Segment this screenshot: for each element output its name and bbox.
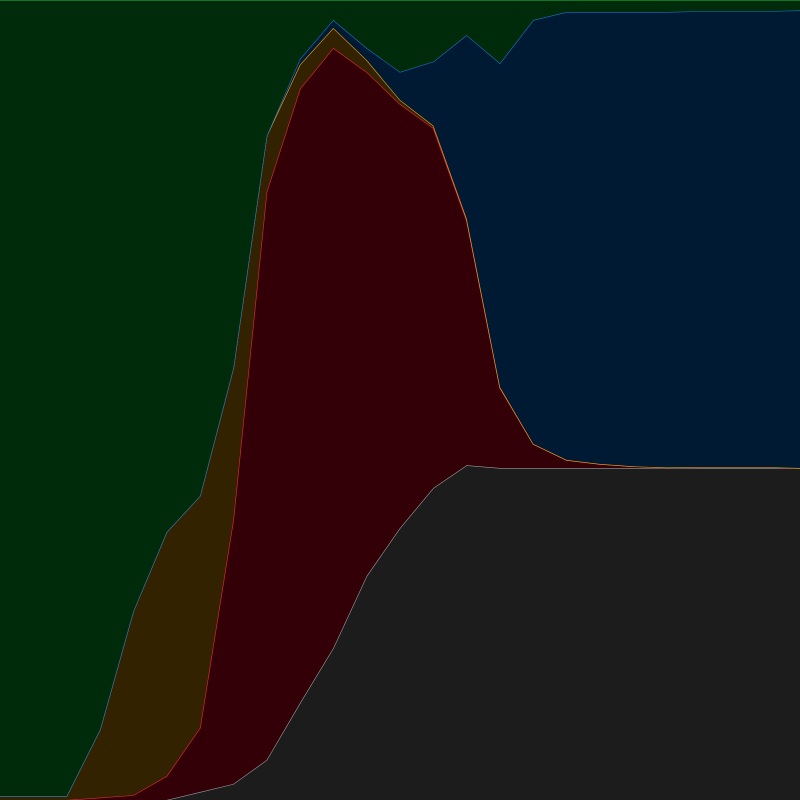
area-gray — [0, 465, 800, 800]
area-blue — [0, 10, 800, 796]
area-orange — [0, 28, 800, 800]
area-red — [0, 48, 800, 800]
